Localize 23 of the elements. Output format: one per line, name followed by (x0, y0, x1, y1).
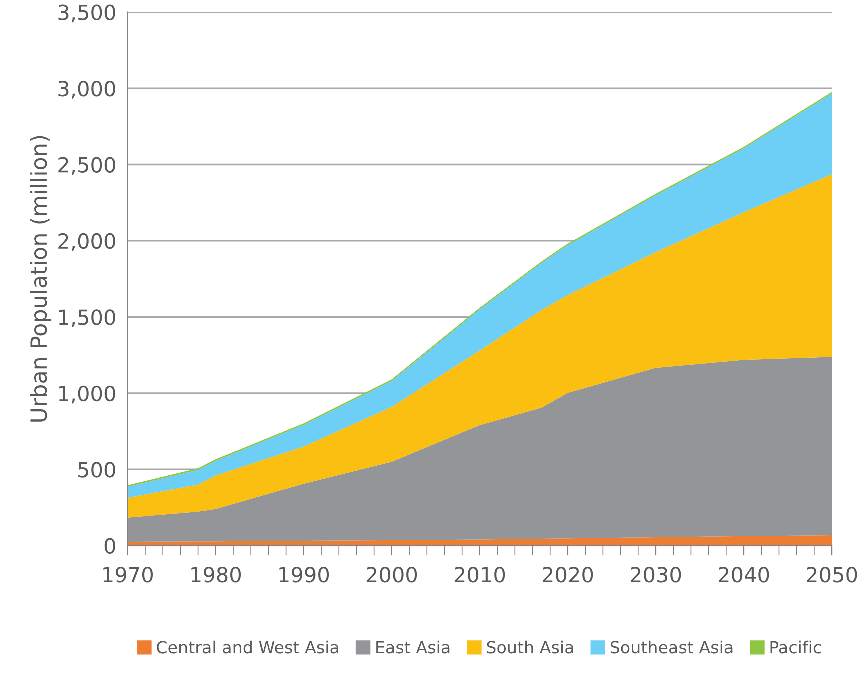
x-tick-label: 1970 (104, 567, 153, 583)
y-tick-label: 3,500 (58, 4, 116, 23)
y-tick-label: 3,000 (58, 80, 116, 99)
x-tick-label: 2000 (366, 567, 418, 583)
legend-label: Southeast Asia (610, 640, 733, 654)
x-tick-label: 1980 (192, 567, 242, 583)
legend-label: Pacific (770, 640, 822, 654)
x-tick-label: 2010 (454, 567, 506, 583)
y-axis-title: Urban Population (million) (30, 136, 52, 422)
legend-label: Central and West Asia (157, 640, 338, 654)
legend-label: East Asia (376, 640, 450, 654)
x-tick-label: 2040 (719, 567, 770, 583)
x-tick-label: 1990 (280, 567, 330, 583)
y-tick-label: 0 (104, 538, 116, 554)
y-tick-label: 1,000 (59, 386, 116, 404)
x-tick-label: 2020 (542, 567, 594, 583)
x-tick-label: 2050 (807, 567, 858, 583)
x-tick-label: 2030 (631, 567, 682, 583)
y-tick-label: 2,000 (58, 233, 116, 252)
y-tick-label: 500 (78, 462, 116, 478)
y-tick-label: 1,500 (59, 310, 116, 328)
legend-label: South Asia (487, 640, 574, 654)
y-tick-label: 2,500 (58, 157, 116, 176)
